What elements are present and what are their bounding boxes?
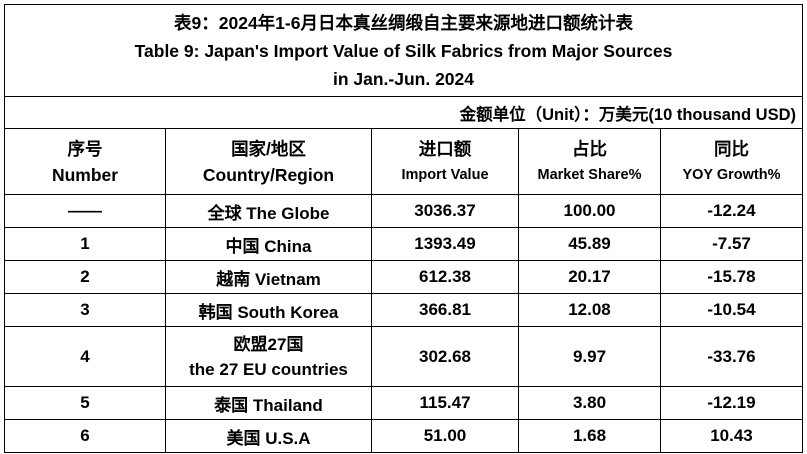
cell-share: 3.80 — [518, 386, 661, 420]
cell-country: 美国 U.S.A — [165, 419, 372, 453]
cell-share: 1.68 — [518, 419, 661, 453]
cell-yoy: 10.43 — [660, 419, 803, 453]
title-en-line2: in Jan.-Jun. 2024 — [332, 68, 475, 89]
header-country-zh: 国家/地区 — [231, 138, 306, 159]
cell-country: 韩国 South Korea — [165, 293, 372, 327]
cell-number: 2 — [4, 260, 166, 294]
header-import-en: Import Value — [401, 166, 489, 183]
cell-yoy: -33.76 — [660, 326, 803, 387]
header-import: 进口额 Import Value — [371, 128, 519, 195]
title-en-line1: Table 9: Japan's Import Value of Silk Fa… — [134, 40, 673, 61]
cell-country: 欧盟27国 the 27 EU countries — [165, 326, 372, 387]
cell-share: 100.00 — [518, 194, 661, 228]
header-country-en: Country/Region — [202, 164, 335, 185]
cell-share: 12.08 — [518, 293, 661, 327]
header-share: 占比 Market Share% — [518, 128, 661, 195]
header-number: 序号 Number — [4, 128, 166, 195]
cell-country: 中国 China — [165, 227, 372, 261]
cell-number: —— — [4, 194, 166, 228]
header-number-zh: 序号 — [67, 138, 103, 159]
cell-number: 5 — [4, 386, 166, 420]
cell-import: 51.00 — [371, 419, 519, 453]
table-title: 表9：2024年1-6月日本真丝绸缎自主要来源地进口额统计表 Table 9: … — [4, 4, 803, 97]
header-yoy-zh: 同比 — [714, 138, 749, 159]
header-share-en: Market Share% — [537, 166, 642, 183]
cell-country: 泰国 Thailand — [165, 386, 372, 420]
cell-import: 366.81 — [371, 293, 519, 327]
cell-yoy: -12.19 — [660, 386, 803, 420]
header-row: 序号 Number 国家/地区 Country/Region 进口额 Impor… — [4, 128, 803, 195]
cell-number: 4 — [4, 326, 166, 387]
cell-yoy: -12.24 — [660, 194, 803, 228]
cell-share: 45.89 — [518, 227, 661, 261]
cell-yoy: -15.78 — [660, 260, 803, 294]
header-number-en: Number — [51, 164, 119, 185]
import-value-table: 表9：2024年1-6月日本真丝绸缎自主要来源地进口额统计表 Table 9: … — [4, 4, 803, 453]
table-row: 3 韩国 South Korea 366.81 12.08 -10.54 — [4, 293, 803, 327]
cell-import: 115.47 — [371, 386, 519, 420]
table-row: 4 欧盟27国 the 27 EU countries 302.68 9.97 … — [4, 326, 803, 387]
cell-yoy: -10.54 — [660, 293, 803, 327]
table-row: 2 越南 Vietnam 612.38 20.17 -15.78 — [4, 260, 803, 294]
table-row: 6 美国 U.S.A 51.00 1.68 10.43 — [4, 419, 803, 453]
header-yoy: 同比 YOY Growth% — [660, 128, 803, 195]
cell-share: 20.17 — [518, 260, 661, 294]
title-zh: 表9：2024年1-6月日本真丝绸缎自主要来源地进口额统计表 — [174, 12, 633, 33]
cell-number: 6 — [4, 419, 166, 453]
cell-country-en: the 27 EU countries — [189, 359, 348, 379]
unit-label: 金额单位（Unit）：万美元(10 thousand USD) — [4, 96, 803, 129]
cell-country-zh: 欧盟27国 — [233, 334, 304, 354]
header-yoy-en: YOY Growth% — [682, 166, 781, 183]
cell-number: 3 — [4, 293, 166, 327]
header-share-zh: 占比 — [572, 138, 607, 159]
header-import-zh: 进口额 — [418, 138, 472, 159]
cell-number: 1 — [4, 227, 166, 261]
table-row: 5 泰国 Thailand 115.47 3.80 -12.19 — [4, 386, 803, 420]
cell-import: 302.68 — [371, 326, 519, 387]
header-country: 国家/地区 Country/Region — [165, 128, 372, 195]
cell-import: 1393.49 — [371, 227, 519, 261]
cell-import: 612.38 — [371, 260, 519, 294]
cell-yoy: -7.57 — [660, 227, 803, 261]
cell-country: 全球 The Globe — [165, 194, 372, 228]
cell-country: 越南 Vietnam — [165, 260, 372, 294]
table-row: —— 全球 The Globe 3036.37 100.00 -12.24 — [4, 194, 803, 228]
table-row: 1 中国 China 1393.49 45.89 -7.57 — [4, 227, 803, 261]
cell-share: 9.97 — [518, 326, 661, 387]
cell-import: 3036.37 — [371, 194, 519, 228]
